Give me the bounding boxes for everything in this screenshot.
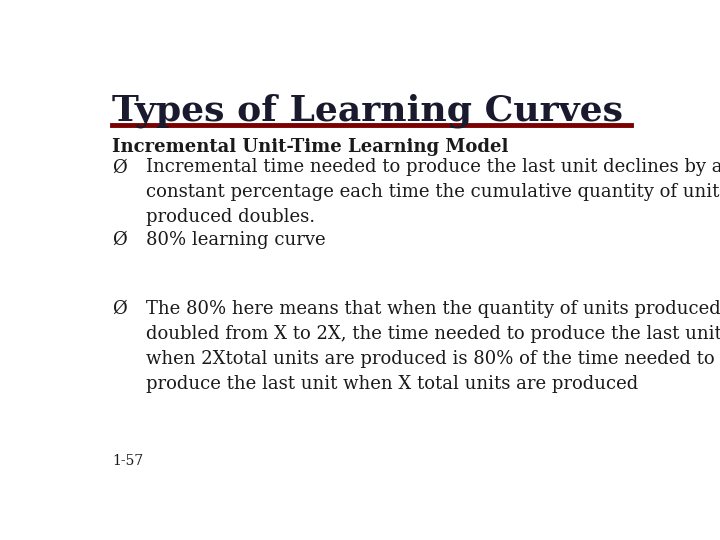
Text: Incremental time needed to produce the last unit declines by a
constant percenta: Incremental time needed to produce the l… [145,158,720,226]
Text: Incremental Unit-Time Learning Model: Incremental Unit-Time Learning Model [112,138,509,156]
Text: 1-57: 1-57 [112,454,143,468]
Text: The 80% here means that when the quantity of units produced is
doubled from X to: The 80% here means that when the quantit… [145,300,720,393]
Text: Ø: Ø [112,300,127,318]
Text: Ø: Ø [112,158,127,177]
Text: 80% learning curve: 80% learning curve [145,231,325,249]
Text: Ø: Ø [112,231,127,249]
Text: Types of Learning Curves: Types of Learning Curves [112,94,624,129]
